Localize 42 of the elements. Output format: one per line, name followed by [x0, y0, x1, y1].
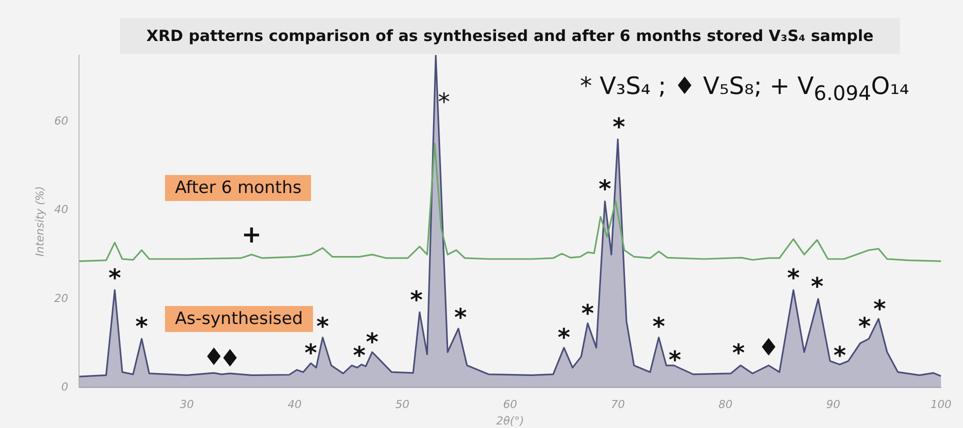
annotation: * — [833, 341, 846, 370]
annotation: * — [787, 264, 800, 292]
annotation: * — [316, 312, 330, 341]
annotation: * — [454, 304, 468, 332]
annotation: * — [810, 272, 824, 301]
annotation: * — [304, 339, 318, 368]
annotation: ♦ — [219, 344, 241, 373]
annotation: * — [581, 299, 594, 328]
annotation: * — [366, 328, 379, 356]
annotation: As-synthesised — [165, 306, 313, 332]
annotation: * — [873, 294, 886, 323]
annotation: * V₃S₄ ; ♦ V₅S₈; + V$_{6.094}$O₁₄ — [580, 72, 910, 105]
annotation: * — [668, 346, 682, 374]
y-tick-label: 20 — [54, 292, 68, 305]
x-tick-label: 60 — [503, 398, 518, 412]
annotation: * — [612, 113, 626, 142]
x-tick-label: 90 — [826, 398, 840, 412]
annotation: ♦ — [758, 333, 780, 362]
annotation: * — [598, 175, 612, 204]
annotation: * — [652, 312, 666, 341]
annotation: * — [858, 312, 872, 341]
x-tick-label: 30 — [180, 398, 194, 412]
annotation: * — [353, 341, 366, 370]
x-tick-label: 40 — [288, 398, 302, 412]
y-tick-label: 0 — [61, 380, 68, 394]
annotation: * — [438, 88, 450, 116]
annotation: * — [135, 312, 148, 341]
annotation: * — [732, 339, 746, 368]
annotation: After 6 months — [165, 175, 312, 201]
y-tick-label: 40 — [54, 203, 68, 216]
x-tick-label: 70 — [610, 398, 625, 412]
annotation: + — [242, 220, 262, 248]
x-tick-label: 50 — [395, 398, 410, 412]
annotation: * — [410, 286, 424, 314]
y-tick-label: 60 — [54, 114, 68, 128]
x-tick-label: 80 — [718, 398, 733, 412]
annotation: * — [558, 324, 571, 352]
x-tick-label: 100 — [930, 398, 952, 412]
annotation: * — [108, 264, 122, 292]
y-axis-title: Intensity (%) — [33, 186, 46, 257]
x-axis-title: 2θ(°) — [496, 414, 524, 428]
chart-title: XRD patterns comparison of as synthesised and after 6 months stored V₃S₄ sample — [120, 18, 900, 54]
